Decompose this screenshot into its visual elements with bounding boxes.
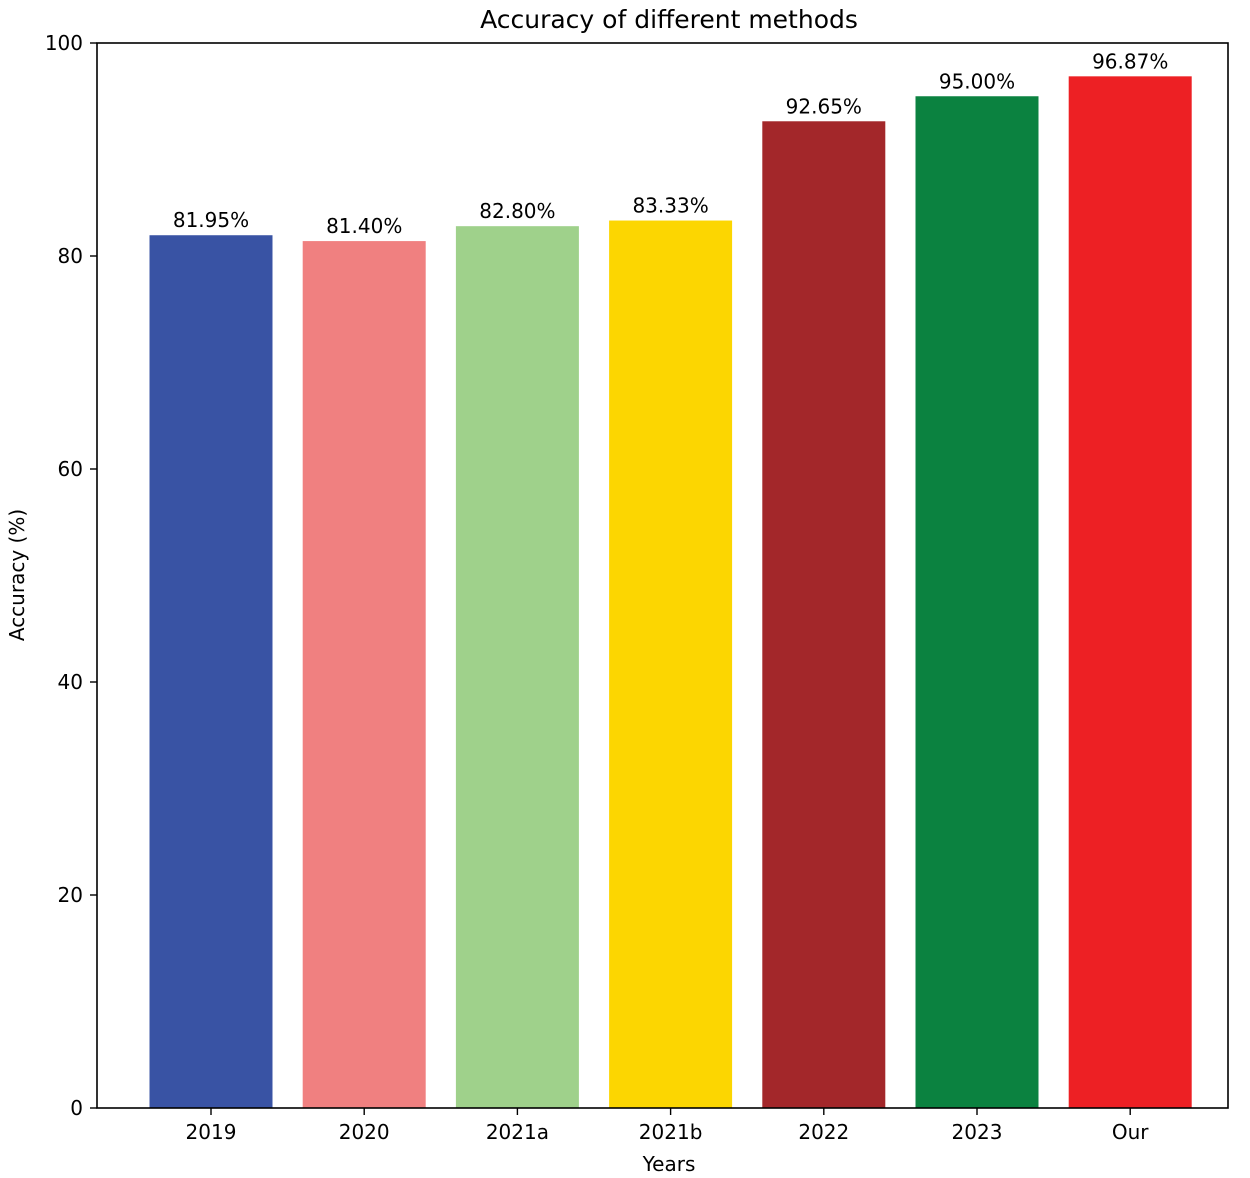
bar-2021b: [609, 220, 733, 1109]
y-tick-label-80: 80: [58, 244, 83, 268]
data-label-2021b: 83.33%: [632, 194, 708, 218]
data-label-2020: 81.40%: [326, 214, 402, 238]
y-tick-label-40: 40: [58, 670, 83, 694]
y-axis-label: Accuracy (%): [5, 509, 29, 641]
bar-2019: [149, 235, 273, 1109]
x-tick-label-2021a: 2021a: [486, 1120, 549, 1144]
bar-2020: [302, 241, 426, 1109]
data-label-2021a: 82.80%: [479, 199, 555, 223]
x-tick-label-2023: 2023: [952, 1120, 1003, 1144]
data-labels-layer: 81.95% 81.40% 82.80% 83.33% 92.65% 95.00% 96.8…: [173, 49, 1168, 238]
x-tick-label-2021b: 2021b: [639, 1120, 703, 1144]
data-label-Our: 96.87%: [1092, 49, 1168, 73]
bar-2023: [915, 96, 1039, 1108]
x-tick-label-Our: Our: [1112, 1120, 1149, 1144]
bar-Our: [1068, 76, 1192, 1109]
y-tick-label-0: 0: [70, 1096, 83, 1120]
y-axis: 0 20 40 60 80 100: [45, 31, 97, 1120]
data-label-2022: 92.65%: [786, 94, 862, 118]
x-axis: 2019 2020 2021a 2021b 2022 2023 Our: [186, 1108, 1149, 1144]
bars-layer: [149, 76, 1192, 1109]
y-tick-label-60: 60: [58, 457, 83, 481]
data-label-2023: 95.00%: [939, 69, 1015, 93]
data-label-2019: 81.95%: [173, 208, 249, 232]
plot-frame: [96, 42, 1229, 1109]
x-tick-label-2019: 2019: [186, 1120, 237, 1144]
y-tick-label-100: 100: [45, 31, 83, 55]
x-axis-label: Years: [642, 1152, 696, 1176]
bar-2022: [762, 121, 886, 1108]
y-tick-label-20: 20: [58, 883, 83, 907]
bar-2021a: [455, 226, 579, 1108]
x-tick-label-2020: 2020: [339, 1120, 390, 1144]
x-tick-label-2022: 2022: [798, 1120, 849, 1144]
chart-title: Accuracy of different methods: [480, 5, 858, 34]
